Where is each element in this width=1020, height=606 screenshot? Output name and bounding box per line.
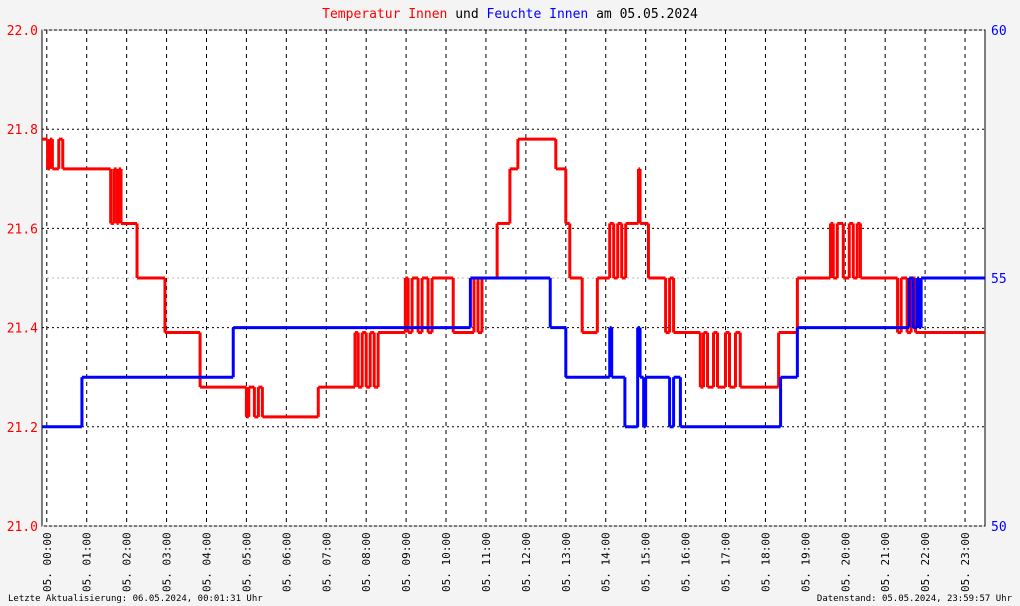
x-tick-label: 05. 18:00 (759, 532, 772, 592)
x-tick-label: 05. 19:00 (799, 532, 812, 592)
y-tick-label: 21.4 (7, 322, 38, 337)
title-connector: und (455, 7, 478, 22)
x-tick-label: 05. 16:00 (680, 532, 693, 592)
x-tick-label: 05. 23:00 (959, 532, 972, 592)
x-tick-label: 05. 13:00 (560, 532, 573, 592)
x-tick-label: 05. 05:00 (240, 532, 253, 592)
y-tick-label: 21.2 (7, 421, 38, 436)
x-tick-label: 05. 02:00 (121, 532, 134, 592)
x-tick-label: 05. 08:00 (360, 532, 373, 592)
footer-left: Letzte Aktualisierung: 06.05.2024, 00:01… (8, 594, 263, 604)
y-tick-label: 22.0 (7, 24, 38, 39)
footer-right: Datenstand: 05.05.2024, 23:59:57 Uhr (817, 594, 1013, 604)
title-suffix: am 05.05.2024 (596, 7, 698, 22)
x-tick-label: 05. 09:00 (400, 532, 413, 592)
chart-title: Temperatur Innen und Feuchte Innen am 05… (322, 7, 698, 22)
x-tick-label: 05. 12:00 (520, 532, 533, 592)
x-tick-label: 05. 01:00 (81, 532, 94, 592)
x-tick-label: 05. 22:00 (919, 532, 932, 592)
x-tick-label: 05. 14:00 (600, 532, 613, 592)
x-tick-label: 05. 07:00 (320, 532, 333, 592)
y2-tick-label: 60 (991, 24, 1007, 39)
x-tick-label: 05. 06:00 (280, 532, 293, 592)
x-tick-label: 05. 03:00 (161, 532, 174, 592)
y-tick-label: 21.8 (7, 123, 38, 138)
y-tick-label: 21.6 (7, 222, 38, 237)
y-tick-label: 21.0 (7, 520, 38, 535)
y2-tick-label: 55 (991, 272, 1007, 287)
title-series-2: Feuchte Innen (487, 7, 589, 22)
y2-tick-label: 50 (991, 520, 1007, 535)
x-tick-label: 05. 15:00 (640, 532, 653, 592)
title-series-1: Temperatur Innen (322, 7, 447, 22)
x-tick-label: 05. 21:00 (879, 532, 892, 592)
x-tick-label: 05. 10:00 (440, 532, 453, 592)
x-tick-label: 05. 11:00 (480, 532, 493, 592)
x-tick-label: 05. 17:00 (719, 532, 732, 592)
x-tick-label: 05. 00:00 (41, 532, 54, 592)
x-tick-label: 05. 04:00 (200, 532, 213, 592)
x-tick-label: 05. 20:00 (839, 532, 852, 592)
